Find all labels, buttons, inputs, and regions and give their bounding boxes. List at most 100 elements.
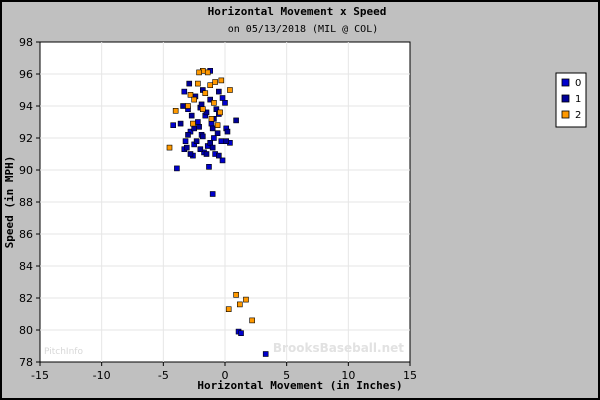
data-point-series-1 (180, 103, 186, 109)
data-point-series-0 (170, 122, 176, 128)
data-point-series-1 (223, 138, 230, 144)
data-point-series-1 (224, 128, 231, 135)
y-tick-label: 84 (19, 260, 33, 273)
data-point-series-0 (262, 351, 269, 357)
data-point-series-1 (193, 138, 200, 144)
data-point-series-2 (217, 109, 223, 116)
data-point-series-0 (206, 164, 212, 170)
x-tick-label: -15 (31, 369, 49, 382)
chart-title: Horizontal Movement x Speed (208, 5, 387, 18)
legend: 0 1 2 (555, 72, 587, 128)
data-point-series-2 (249, 317, 255, 324)
data-point-series-2 (166, 144, 173, 151)
y-tick-label: 90 (19, 164, 33, 177)
data-point-series-1 (203, 151, 210, 157)
data-point-series-2 (233, 291, 239, 298)
legend-box (555, 72, 587, 128)
y-tick-label: 78 (19, 356, 33, 369)
legend-label-1: 1 (575, 94, 581, 105)
data-point-series-2 (196, 69, 202, 76)
data-point-series-1 (213, 106, 220, 112)
data-point-series-2 (225, 306, 232, 313)
legend-label-0: 0 (575, 78, 581, 89)
data-point-series-2 (237, 301, 243, 308)
data-point-series-1 (196, 124, 202, 130)
y-axis-label: Speed (in MPH) (3, 156, 16, 249)
data-point-series-1 (187, 151, 194, 157)
x-tick-label: 5 (283, 369, 290, 382)
y-tick-label: 86 (19, 228, 33, 241)
data-point-series-1 (177, 120, 184, 127)
y-tick-label: 80 (19, 324, 33, 337)
data-points (166, 68, 269, 357)
data-point-series-1 (198, 101, 205, 108)
data-point-series-1 (186, 80, 193, 87)
data-point-series-1 (183, 144, 190, 151)
data-point-series-1 (209, 144, 216, 151)
data-point-series-2 (218, 77, 225, 84)
legend-swatch-0 (561, 78, 570, 87)
data-point-series-2 (185, 103, 191, 109)
y-tick-label: 94 (19, 100, 33, 113)
data-point-series-2 (207, 82, 213, 88)
data-point-series-1 (197, 146, 204, 152)
data-point-series-2 (190, 120, 196, 127)
data-point-series-0 (181, 88, 188, 95)
data-point-series-0 (238, 330, 244, 337)
legend-swatch-2 (561, 110, 570, 119)
data-point-series-2 (243, 296, 249, 303)
data-point-series-1 (207, 140, 213, 146)
x-tick-label: 0 (222, 369, 229, 382)
y-tick-label: 96 (19, 68, 33, 81)
data-point-series-1 (191, 125, 197, 132)
x-axis-label: Horizontal Movement (in Inches) (197, 379, 402, 392)
data-point-series-1 (188, 112, 195, 119)
data-point-series-1 (214, 130, 221, 136)
data-point-series-0 (219, 157, 226, 164)
watermark-pitchinfo: PitchInfo (44, 347, 83, 357)
data-point-series-2 (227, 87, 233, 93)
legend-label-2: 2 (575, 110, 581, 121)
data-point-series-2 (195, 80, 201, 87)
data-point-series-1 (185, 132, 191, 138)
data-point-series-1 (233, 117, 239, 124)
data-point-series-0 (174, 165, 180, 172)
data-point-series-0 (208, 120, 215, 127)
y-tick-label: 98 (19, 36, 33, 49)
data-point-series-0 (222, 100, 228, 106)
data-point-series-0 (219, 95, 226, 101)
x-tick-label: -5 (158, 369, 169, 382)
chart-subtitle: on 05/13/2018 (MIL @ COL) (228, 24, 379, 35)
data-point-series-1 (200, 133, 206, 140)
watermark-brooksbaseball: BrooksBaseball.net (273, 341, 404, 355)
x-tick-label: 15 (403, 369, 417, 382)
data-point-series-2 (214, 122, 221, 128)
data-point-series-2 (191, 96, 197, 103)
data-point-series-1 (209, 125, 216, 132)
data-point-series-0 (218, 138, 225, 144)
y-tick-label: 88 (19, 196, 33, 209)
data-point-series-1 (203, 109, 210, 116)
data-point-series-2 (202, 90, 209, 96)
data-point-series-2 (187, 92, 194, 98)
data-point-series-0 (211, 135, 217, 141)
data-point-series-1 (216, 152, 222, 159)
watermarks: PitchInfo BrooksBaseball.net (44, 341, 404, 357)
data-point-series-2 (208, 116, 215, 122)
data-point-series-1 (207, 96, 213, 103)
data-point-series-0 (209, 191, 216, 197)
data-point-series-1 (216, 88, 222, 95)
y-tick-label: 92 (19, 132, 33, 145)
data-point-series-0 (182, 138, 189, 144)
data-point-series-2 (172, 108, 179, 114)
legend-swatch-1 (561, 94, 570, 103)
axis-ticks: -15 -10 -5 0 5 10 15 78 80 82 84 86 88 90 92 94 96 98 (19, 36, 417, 382)
data-point-series-0 (195, 119, 201, 125)
data-point-series-2 (212, 79, 218, 85)
data-point-series-2 (211, 100, 217, 106)
x-tick-label: -10 (93, 369, 111, 382)
grid-lines (40, 42, 410, 362)
data-point-series-2 (204, 69, 211, 76)
data-point-series-2 (200, 106, 206, 112)
